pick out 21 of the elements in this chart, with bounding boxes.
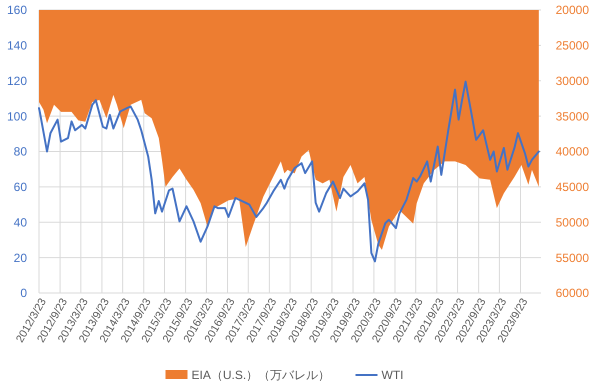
y2-tick-label: 35000 xyxy=(556,109,590,124)
line-series xyxy=(38,80,540,262)
y2-tick-label: 20000 xyxy=(556,3,590,18)
y2-tick-label: 40000 xyxy=(556,144,590,159)
y2-tick-label: 55000 xyxy=(556,250,590,265)
y-tick-label: 0 xyxy=(20,286,28,300)
y-tick-label: 60 xyxy=(14,180,28,194)
legend-label: EIA（U.S.）（万バレル） xyxy=(192,368,330,382)
y-tick-label: 120 xyxy=(6,74,28,88)
y-tick-label: 100 xyxy=(6,109,28,124)
y-tick-label: 40 xyxy=(14,215,28,230)
y-tick-label: 140 xyxy=(6,38,28,53)
y-tick-label: 160 xyxy=(6,3,28,18)
y2-tick-label: 30000 xyxy=(556,74,590,88)
y2-tick-label: 60000 xyxy=(556,286,590,300)
y2-tick-label: 50000 xyxy=(556,215,590,230)
y-tick-label: 20 xyxy=(14,250,28,265)
y2-tick-label: 45000 xyxy=(556,180,590,194)
legend-label: WTI xyxy=(382,368,404,382)
y2-tick-label: 25000 xyxy=(556,38,590,53)
y-tick-label: 80 xyxy=(14,144,28,159)
